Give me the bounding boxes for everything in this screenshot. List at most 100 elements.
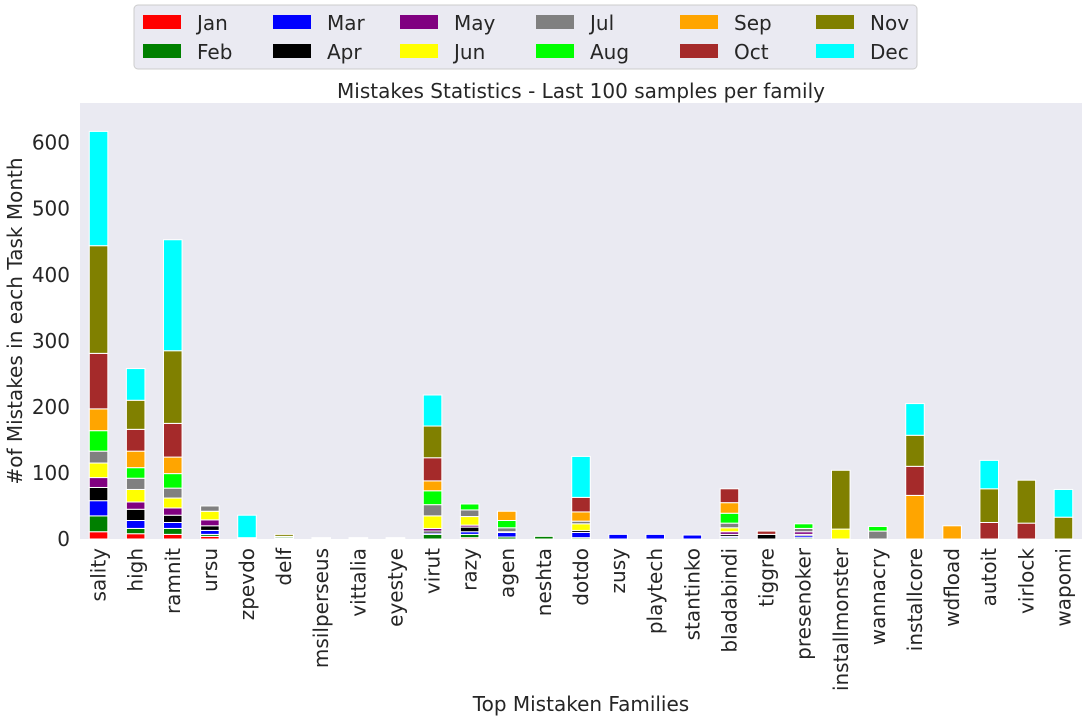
bar-segment-high-sep [125, 450, 146, 469]
bar-segment-agen-mar [497, 531, 517, 538]
bar-segment-virut-dec [422, 394, 443, 427]
x-tick-label: virut [421, 548, 445, 594]
y-tick-label: 0 [57, 527, 70, 551]
bar-segment-sality-jun [88, 462, 109, 479]
bar-segment-installcore-nov [905, 434, 925, 467]
bar-segment-ramnit-jun [163, 497, 183, 509]
bar-segment-agen-jul [497, 527, 517, 533]
legend-label-nov: Nov [870, 11, 909, 35]
bar-segment-virut-jul [422, 504, 443, 517]
bar-segment-sality-may [88, 477, 109, 488]
x-tick-label: virlock [1014, 548, 1038, 614]
x-tick-label: installcore [903, 548, 927, 651]
bar-segment-ramnit-sep [163, 456, 183, 475]
bar-segment-high-mar [125, 520, 146, 529]
bar-segment-msilperseus-oct [311, 537, 332, 539]
x-axis-label: Top Mistaken Families [472, 692, 689, 716]
bar-segment-tiggre-apr [756, 533, 777, 540]
bar-segment-ramnit-jan [163, 533, 183, 540]
bar-segment-ramnit-nov [163, 350, 183, 424]
legend-swatch-dec [816, 44, 854, 58]
legend-swatch-jan [143, 15, 181, 29]
bar-segment-playtech-mar [645, 533, 666, 540]
bar-segment-ursu-mar [200, 529, 220, 535]
bar-segment-ursu-jun [200, 510, 220, 521]
x-tick-label: razy [458, 548, 482, 591]
bar-segment-eyestye-oct [385, 537, 406, 539]
x-tick-label: agen [495, 548, 519, 598]
bar-segment-ramnit-mar [163, 521, 183, 529]
legend-box [133, 4, 918, 70]
bar-segment-high-dec [125, 368, 146, 401]
bar-segment-wapomi-dec [1053, 488, 1074, 518]
x-tick-label: wannacry [866, 548, 890, 645]
bar-segment-installcore-sep [905, 494, 925, 540]
bar-segment-razy-jun [459, 516, 480, 526]
bar-segment-virut-jun [422, 515, 443, 529]
bar-segment-stantinko-mar [682, 534, 703, 540]
bar-segment-dotdo-mar [571, 531, 591, 539]
bar-segment-virut-feb [422, 533, 443, 540]
bar-segment-bladabindi-jun [719, 527, 740, 533]
x-tick-label: zpevdo [235, 548, 259, 620]
y-axis-label: #of Mistakes in each Task Month [3, 157, 27, 484]
bar-segment-installmonster-nov [831, 469, 851, 530]
bar-segment-ramnit-feb [163, 527, 183, 535]
legend-label-dec: Dec [870, 40, 909, 64]
bar-segment-high-apr [125, 508, 146, 522]
x-tick-label: vittalia [346, 548, 370, 617]
bar-segment-dotdo-jun [571, 523, 591, 531]
bar-segment-virut-nov [422, 425, 443, 459]
legend: Jan Feb Mar Apr May Jun Jul Aug Sep Oct Nov Dec [133, 4, 918, 70]
x-tick-label: ramnit [161, 548, 185, 614]
bar-segment-ramnit-apr [163, 514, 183, 523]
bar-segment-bladabindi-sep [719, 502, 740, 514]
bar-segment-autoit-nov [979, 488, 1000, 523]
bar-segment-installmonster-jun [831, 528, 851, 540]
bar-segment-high-oct [125, 428, 146, 452]
legend-swatch-apr [273, 44, 311, 58]
bar-segment-ramnit-may [163, 507, 183, 516]
x-tick-label: dotdo [569, 548, 593, 606]
x-tick-label: wdfload [940, 548, 964, 627]
bar-segment-sality-sep [88, 408, 109, 432]
chart-title: Mistakes Statistics - Last 100 samples p… [337, 79, 825, 103]
bar-segment-sality-feb [88, 515, 109, 533]
x-tick-label: installmonster [829, 547, 853, 691]
legend-swatch-mar [273, 15, 311, 29]
x-tick-label: msilperseus [309, 548, 333, 668]
bar-segment-sality-apr [88, 486, 109, 502]
bar-segment-bladabindi-oct [719, 488, 740, 504]
legend-label-jun: Jun [452, 40, 485, 64]
bar-segment-sality-jul [88, 450, 109, 464]
bar-segment-zusy-mar [608, 533, 628, 540]
legend-swatch-feb [143, 44, 181, 58]
x-tick-label: delf [272, 547, 296, 586]
bar-segment-delf-nov [274, 533, 294, 537]
bar-segment-ursu-may [200, 519, 220, 527]
bar-segment-razy-apr [459, 526, 480, 533]
bar-segment-virut-oct [422, 457, 443, 482]
x-tick-label: wapomi [1051, 548, 1075, 627]
bar-segment-wdfload-sep [942, 525, 962, 540]
y-tick-label: 400 [32, 263, 70, 287]
bar-segment-tiggre-oct [756, 530, 777, 535]
legend-swatch-aug [536, 44, 574, 58]
legend-label-jul: Jul [588, 11, 614, 35]
x-tick-label: bladabindi [717, 548, 741, 653]
bar-segment-wannacry-aug [868, 525, 888, 532]
bar-segment-autoit-oct [979, 521, 1000, 540]
bar-segment-sality-mar [88, 500, 109, 517]
bar-segment-wannacry-jul [868, 530, 888, 540]
bar-segment-dotdo-oct [571, 496, 591, 513]
y-tick-label: 500 [32, 197, 70, 221]
bar-segment-dotdo-dec [571, 455, 591, 498]
bar-segment-bladabindi-aug [719, 512, 740, 524]
bar-segment-ramnit-dec [163, 239, 183, 352]
legend-swatch-jun [400, 44, 438, 58]
legend-label-may: May [454, 11, 496, 35]
bar-segment-high-jul [125, 477, 146, 490]
y-tick-label: 100 [32, 461, 70, 485]
bar-segment-sality-dec [88, 130, 109, 247]
bar-segment-razy-aug [459, 503, 480, 511]
